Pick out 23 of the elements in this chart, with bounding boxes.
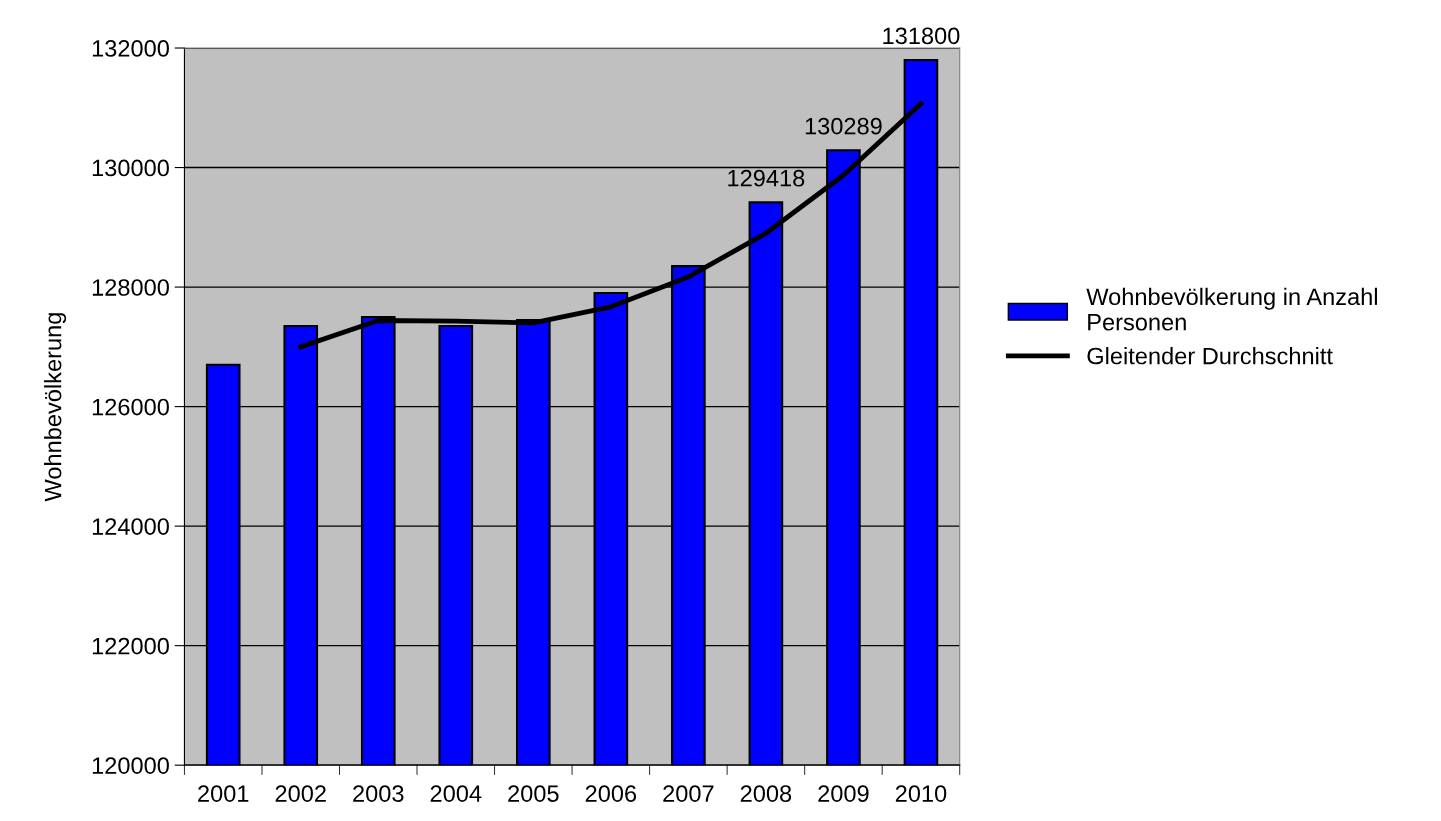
x-tick-label: 2001 — [198, 785, 249, 802]
y-tick-label: 120000 — [92, 757, 169, 774]
data-label: 129418 — [728, 169, 805, 187]
y-tick-label: 124000 — [92, 518, 169, 535]
y-tick-label: 122000 — [92, 637, 169, 655]
x-tick-label: 2003 — [353, 785, 404, 802]
y-tick-label: 130000 — [92, 159, 169, 177]
x-tick-label: 2006 — [585, 785, 637, 802]
y-axis-title: Wohnbevölkerung — [44, 313, 67, 502]
y-tick-label: 126000 — [92, 398, 169, 416]
legend-label: Gleitender Durchschnitt — [1087, 347, 1333, 365]
x-tick-label: 2004 — [430, 785, 482, 802]
x-tick-label: 2009 — [818, 785, 869, 802]
x-tick-label: 2005 — [508, 785, 559, 802]
x-tick-label: 2002 — [275, 785, 326, 802]
y-tick-label: 132000 — [92, 40, 169, 57]
y-tick-label: 128000 — [92, 279, 169, 296]
x-tick-label: 2008 — [740, 785, 792, 802]
data-label: 130289 — [805, 117, 882, 135]
x-tick-label: 2010 — [895, 785, 947, 802]
legend-label: Wohnbevölkerung in Anzahl Personen — [1086, 287, 1377, 331]
x-tick-label: 2007 — [663, 785, 714, 802]
data-label: 131800 — [883, 27, 960, 45]
